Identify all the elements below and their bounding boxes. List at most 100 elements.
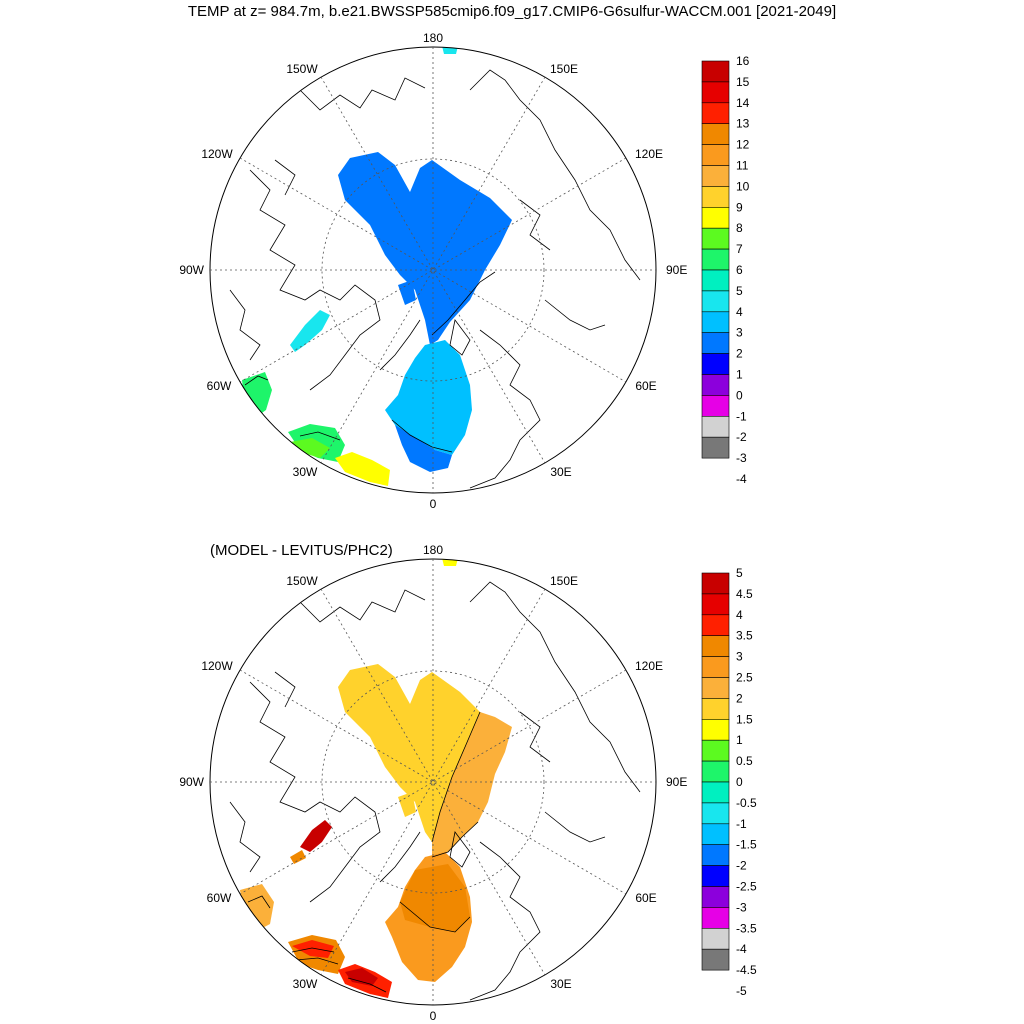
colorbar-tick-label: -2	[736, 430, 747, 444]
lon-label-90w: 90W	[179, 263, 204, 277]
colorbar-swatch	[701, 739, 730, 762]
colorbar-swatch	[701, 81, 730, 104]
lon-label-150w: 150W	[286, 574, 318, 588]
north-atlantic-east-region	[335, 452, 390, 486]
colorbar-tick-label: -3	[736, 451, 747, 465]
colorbar-tick-label: 2.5	[736, 671, 753, 685]
colorbar-swatch	[701, 227, 730, 250]
lon-label-60e: 60E	[635, 891, 656, 905]
panel1-map: 180 0 90W 90E 150W 120W 60W 30W 150E 120…	[179, 31, 750, 511]
lon-label-60e: 60E	[635, 379, 656, 393]
labrador-sea-region	[242, 372, 272, 418]
colorbar-tick-label: 11	[736, 159, 749, 173]
colorbar-swatch	[701, 353, 730, 375]
colorbar-tick-label: 0	[736, 775, 743, 789]
colorbar-tick-label: -0.5	[736, 796, 757, 810]
north-atlantic-core-region	[345, 968, 378, 986]
colorbar-tick-label: 0	[736, 388, 743, 402]
colorbar-swatch	[701, 781, 730, 804]
lon-label-60w: 60W	[207, 379, 232, 393]
colorbar-swatch	[701, 165, 730, 187]
colorbar-swatch	[701, 290, 730, 313]
arctic-basin-region	[338, 152, 512, 345]
colorbar-swatch	[701, 635, 730, 657]
arctic-basin-region	[338, 664, 480, 842]
lon-label-150w: 150W	[286, 62, 318, 76]
baffin-bay-region	[290, 310, 330, 352]
lon-label-120e: 120E	[635, 147, 663, 161]
nordic-core-region	[400, 864, 470, 932]
colorbar-tick-label: -1	[736, 817, 747, 831]
colorbar-swatch	[701, 927, 730, 950]
lon-label-30w: 30W	[293, 465, 318, 479]
colorbar-tick-label: 1	[736, 733, 743, 747]
colorbar-swatch	[701, 102, 730, 125]
colorbar-tick-label: -2	[736, 859, 747, 873]
baffin-edge-region	[290, 850, 306, 864]
colorbar-swatch	[701, 948, 730, 971]
colorbar-tick-label: 5	[736, 284, 743, 298]
lon-label-90e: 90E	[666, 263, 687, 277]
irminger-core-region	[292, 940, 334, 958]
colorbar-tick-label: 5	[736, 566, 743, 580]
lon-label-180: 180	[423, 543, 443, 557]
colorbar-tick-label: 4	[736, 608, 743, 622]
colorbar-swatch	[701, 677, 730, 699]
colorbar-tick-label: 8	[736, 221, 743, 235]
colorbar-tick-label: 1.5	[736, 712, 753, 726]
colorbar-tick-label: -4	[736, 472, 747, 486]
lon-label-120w: 120W	[201, 147, 233, 161]
colorbar-swatch	[701, 332, 730, 354]
colorbar-tick-label: 12	[736, 138, 750, 152]
colorbar-tick-label: -1.5	[736, 838, 757, 852]
colorbar-swatch	[701, 395, 730, 417]
colorbar-swatch	[701, 186, 730, 208]
lon-label-90e: 90E	[666, 775, 687, 789]
lon-label-120e: 120E	[635, 659, 663, 673]
lon-label-150e: 150E	[550, 574, 578, 588]
arctic-shelf-small	[398, 280, 416, 305]
nordic-seas-region	[385, 340, 472, 455]
lon-label-150e: 150E	[550, 62, 578, 76]
colorbar-tick-label: -3.5	[736, 921, 757, 935]
colorbar-tick-label: 7	[736, 242, 743, 256]
colorbar-swatch	[701, 802, 730, 825]
eurasian-basin-region	[432, 712, 512, 857]
lon-label-180: 180	[423, 31, 443, 45]
colorbar-tick-label: -3	[736, 900, 747, 914]
colorbar-tick-label: 2	[736, 691, 743, 705]
colorbar-swatch	[701, 886, 730, 908]
colorbar-swatch	[701, 269, 730, 292]
colorbar-swatch	[701, 436, 730, 459]
colorbar-swatch	[701, 760, 730, 783]
colorbar-tick-label: 2	[736, 347, 743, 361]
colorbar-swatch	[701, 572, 730, 595]
colorbar-swatch	[701, 374, 730, 396]
colorbar-tick-label: 0.5	[736, 754, 753, 768]
colorbar-tick-label: 3	[736, 326, 743, 340]
lon-label-90w: 90W	[179, 775, 204, 789]
colorbar-tick-label: 1	[736, 368, 743, 382]
panel2-map: 180 0 90W 90E 150W 120W 60W 30W 150E 120…	[179, 543, 757, 1023]
colorbar-swatch	[701, 123, 730, 145]
colorbar-swatch	[701, 865, 730, 887]
colorbar-swatch	[701, 207, 730, 229]
lon-label-30e: 30E	[550, 465, 571, 479]
lon-label-0: 0	[430, 1009, 437, 1023]
colorbar-swatch	[701, 614, 730, 637]
colorbar-swatch	[701, 593, 730, 616]
colorbar-tick-label: 4.5	[736, 587, 753, 601]
colorbar-swatch	[701, 144, 730, 166]
colorbar-tick-label: 9	[736, 200, 743, 214]
colorbar-tick-label: 10	[736, 179, 750, 193]
colorbar-swatch	[701, 311, 730, 333]
lon-label-60w: 60W	[207, 891, 232, 905]
colorbar-tick-label: 3.5	[736, 629, 753, 643]
figure-title: TEMP at z= 984.7m, b.e21.BWSSP585cmip6.f…	[187, 3, 837, 20]
colorbar-tick-label: 4	[736, 305, 743, 319]
colorbar-swatch	[701, 656, 730, 678]
colorbar-swatch	[701, 248, 730, 271]
lon-label-120w: 120W	[201, 659, 233, 673]
colorbar-swatch	[701, 844, 730, 866]
